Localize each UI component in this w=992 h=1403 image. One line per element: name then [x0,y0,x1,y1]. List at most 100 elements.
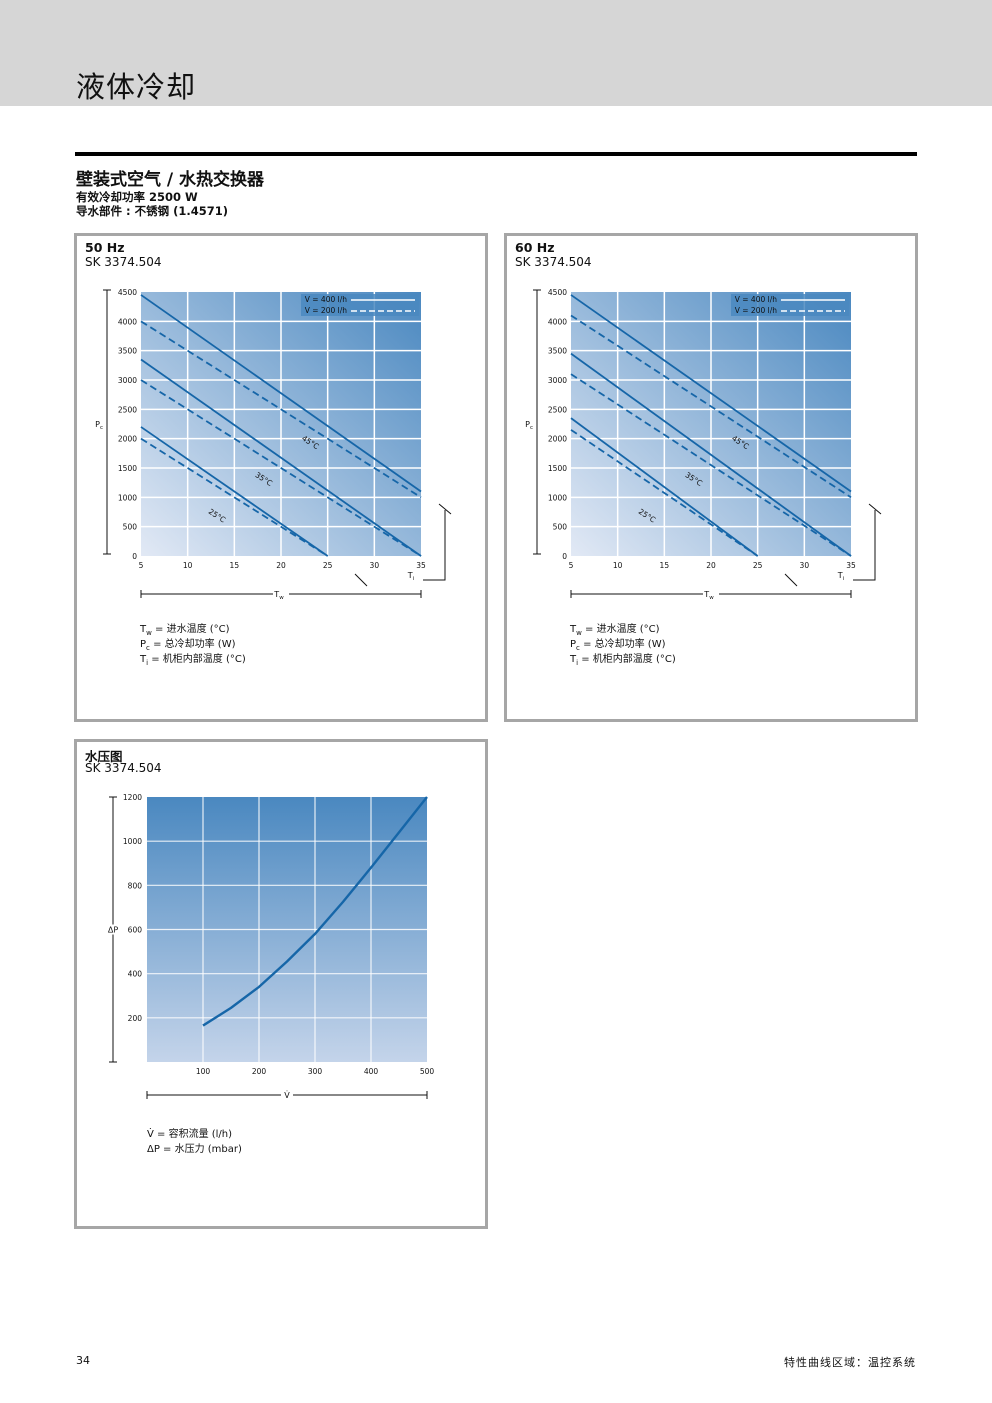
panel-title: 50 Hz [85,240,125,255]
x-tick-label: 15 [660,561,670,570]
x-tick-label: 300 [308,1067,323,1076]
ti-bracket [853,510,876,581]
header-bar [0,0,992,106]
section-rule [75,152,917,156]
legend-ti: Ti = 机柜内部温度 (°C) [570,654,676,667]
x-tick-label: 10 [613,561,623,570]
legend-dp: ΔP = 水压力 (mbar) [147,1144,242,1155]
chart-panel-60hz: 60 Hz SK 3374.504 5 10 15 20 25 30 35 0 500 1000 1… [504,233,918,722]
y-tick-label: 4500 [548,288,567,297]
y-tick-label: 4000 [548,317,567,326]
y-tick-label: 500 [123,523,138,532]
y-tick-label: 1000 [548,493,567,502]
y-tick-label: 0 [562,552,567,561]
y-tick-label: 1000 [123,837,142,846]
y-tick-label: 1200 [123,793,142,802]
y-tick-label: 500 [553,523,568,532]
y-tick-label: 2500 [118,405,137,414]
ti-label: Ti [407,571,415,582]
legend-label: V = 200 l/h [735,306,777,315]
legend-tw: Tw = 进水温度 (°C) [140,624,230,637]
series-line [140,320,422,499]
x-tick-label: 20 [706,561,716,570]
series-line [140,426,329,557]
y-tick-label: 3500 [118,347,137,356]
legend-pc: Pc = 总冷却功率 (W) [570,639,666,652]
series-line [570,352,852,557]
x-tick-label: 30 [800,561,810,570]
panel-title: 60 Hz [515,240,555,255]
x-label-bg [281,1089,293,1100]
y-tick-label: 0 [132,552,137,561]
x-tick-label: 35 [846,561,856,570]
x-axis-label: Tw [273,590,284,601]
y-tick-label: 3000 [548,376,567,385]
y-tick-label: 4000 [118,317,137,326]
y-tick-label: 3500 [548,347,567,356]
x-tick-label: 5 [569,561,574,570]
y-tick-label: 2000 [548,435,567,444]
ti-tick [784,573,798,587]
ti-bracket [423,510,446,581]
series-line [570,373,852,557]
legend-tw: Tw = 进水温度 (°C) [570,624,660,637]
y-tick-label: 1500 [548,464,567,473]
x-tick-label: 15 [230,561,240,570]
pressure-curve [202,796,428,1027]
panel-title: 水压图 [85,749,123,764]
ti-label: Ti [837,571,845,582]
section-title: 壁装式空气 / 水热交换器 [76,170,265,190]
page-number: 34 [76,1354,90,1367]
cooling-chart-50hz: 5 10 15 20 25 30 35 0 500 1000 1500 2000 2500 3000 350… [95,288,452,601]
section-material: 导水部件 : 不锈钢 (1.4571) [76,204,228,218]
ti-tick [354,573,368,587]
legend-label: V = 200 l/h [305,306,347,315]
series-line [570,314,852,499]
panel-model: SK 3374.504 [85,255,162,269]
footer-section: 特性曲线区域：温控系统 [784,1356,916,1369]
x-tick-label: 400 [364,1067,379,1076]
x-tick-label: 500 [420,1067,435,1076]
x-tick-label: 10 [183,561,193,570]
section-power: 有效冷却功率 2500 W [76,190,198,204]
x-tick-label: 25 [323,561,333,570]
page-title: 液体冷却 [76,70,197,104]
chart-panel-50hz: 50 Hz SK 3374.504 5 10 15 20 25 30 35 0 500 1000 1… [74,233,488,722]
y-tick-label: 600 [128,926,143,935]
y-tick-label: 3000 [118,376,137,385]
series-line [570,294,852,493]
x-tick-label: 100 [196,1067,211,1076]
y-tick-label: 2000 [118,435,137,444]
x-label-bg [703,589,719,598]
y-axis-label: ΔP [108,926,118,935]
y-tick-label: 800 [128,881,143,890]
x-label-bg [273,589,289,598]
legend-label: V = 400 l/h [735,295,777,304]
legend-label: V = 400 l/h [305,295,347,304]
x-tick-label: 30 [370,561,380,570]
legend-ti: Ti = 机柜内部温度 (°C) [140,654,246,667]
y-tick-label: 200 [128,1014,143,1023]
series-line [140,358,422,557]
y-axis-label: Pc [525,420,533,431]
y-tick-label: 2500 [548,405,567,414]
series-line [140,294,422,493]
cooling-chart-60hz: 5 10 15 20 25 30 35 0 500 1000 1500 2000 2500 3000 350… [525,288,882,601]
y-tick-label: 1000 [118,493,137,502]
series-line [140,437,329,557]
legend-v: V̇ = 容积流量 (l/h) [147,1129,233,1140]
y-tick-label: 1500 [118,464,137,473]
y-tick-label: 4500 [118,288,137,297]
series-line [570,417,759,557]
ti-tick [868,503,882,515]
y-label-bg [105,924,121,935]
chart-panel-pressure: 水压图 SK 3374.504 100 200 300 400 500 200 400 600… [74,739,488,1229]
pressure-chart: 100 200 300 400 500 200 400 600 800 1000 1200 ΔP V̇ [105,793,435,1100]
x-tick-label: 35 [416,561,426,570]
panel-model: SK 3374.504 [515,255,592,269]
x-axis-label: Tw [703,590,714,601]
y-axis-label: Pc [95,420,103,431]
series-line [140,379,422,557]
x-tick-label: 5 [139,561,144,570]
ti-tick [438,503,452,515]
